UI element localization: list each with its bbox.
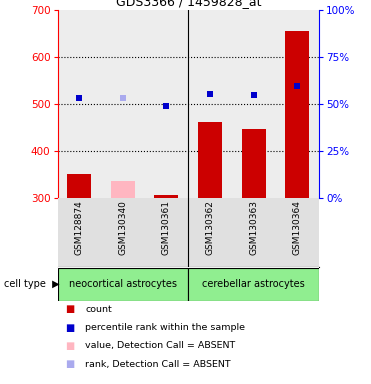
Bar (145, 10, 188, 198)
Bar (145, 198, 188, 267)
Bar (275, 198, 319, 267)
Title: GDS3366 / 1459828_at: GDS3366 / 1459828_at (115, 0, 261, 8)
Bar (101, 198, 145, 267)
Bar (58, 10, 101, 198)
Text: GSM130361: GSM130361 (162, 200, 171, 255)
Bar (188, 10, 232, 198)
Text: cell type  ▶: cell type ▶ (4, 279, 59, 289)
Bar (242, 129, 266, 198)
Bar (58, 198, 101, 267)
Text: GSM130363: GSM130363 (249, 200, 258, 255)
Text: neocortical astrocytes: neocortical astrocytes (69, 279, 177, 289)
Text: rank, Detection Call = ABSENT: rank, Detection Call = ABSENT (85, 360, 231, 369)
Text: ■: ■ (65, 359, 74, 369)
Text: ■: ■ (65, 323, 74, 333)
Text: GSM130362: GSM130362 (206, 200, 214, 255)
Text: GSM130340: GSM130340 (118, 200, 127, 255)
Bar (198, 122, 222, 198)
Text: cerebellar astrocytes: cerebellar astrocytes (202, 279, 305, 289)
Text: GSM128874: GSM128874 (75, 200, 84, 255)
Bar (67, 174, 91, 198)
Text: ■: ■ (65, 304, 74, 314)
Bar (232, 198, 276, 267)
Text: value, Detection Call = ABSENT: value, Detection Call = ABSENT (85, 341, 236, 351)
Bar (285, 31, 309, 198)
Text: count: count (85, 305, 112, 314)
Bar (154, 195, 178, 198)
Bar (188, 198, 232, 267)
Bar (276, 10, 319, 198)
Text: ■: ■ (65, 341, 74, 351)
Text: percentile rank within the sample: percentile rank within the sample (85, 323, 245, 332)
Bar (188, 268, 319, 301)
Bar (111, 181, 135, 198)
Bar (232, 10, 276, 198)
Bar (101, 10, 145, 198)
Bar (58, 268, 188, 301)
Text: GSM130364: GSM130364 (293, 200, 302, 255)
